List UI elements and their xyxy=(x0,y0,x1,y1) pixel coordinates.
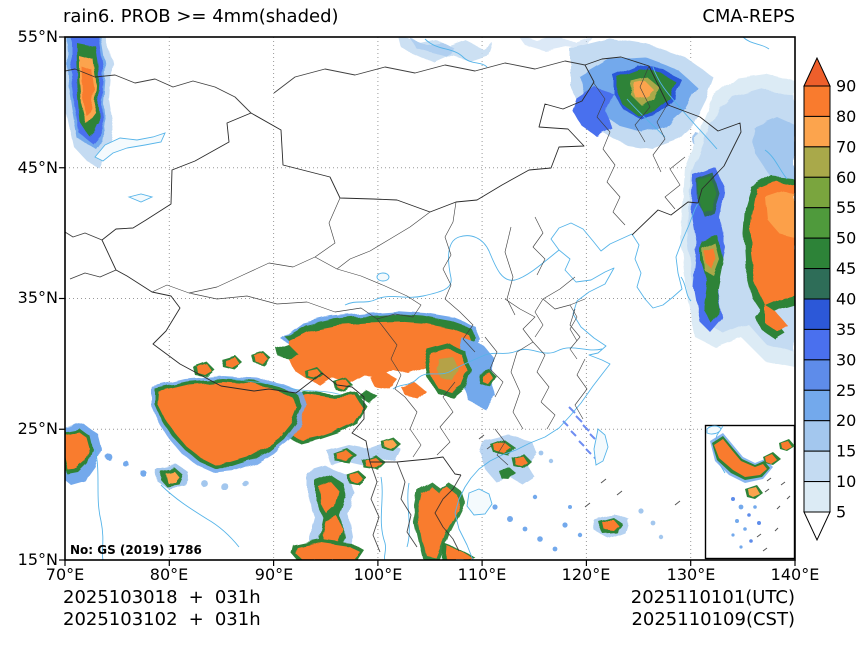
lon-tick-label: 80°E xyxy=(149,565,189,584)
colorbar-under-arrow xyxy=(803,511,831,542)
colorbar-tick-label: 90 xyxy=(836,77,856,96)
model-name: CMA-REPS xyxy=(702,6,795,27)
init-time-utc: 2025103018 + 031h xyxy=(63,587,261,608)
south-china-sea-inset xyxy=(704,424,796,560)
colorbar-tick-label: 80 xyxy=(836,107,856,126)
license-watermark: No: GS (2019) 1786 xyxy=(70,543,202,557)
province-borders xyxy=(151,65,686,466)
graticule-gridlines xyxy=(65,37,795,560)
shading-sea-speckles xyxy=(492,406,664,552)
colorbar-segment xyxy=(803,268,831,300)
colorbar-tick-label: 30 xyxy=(836,350,856,369)
lon-tick-label: 140°E xyxy=(770,565,820,584)
colorbar-tick-label: 70 xyxy=(836,137,856,156)
colorbar-tick-label: 40 xyxy=(836,290,856,309)
colorbar-segment xyxy=(803,85,831,117)
colorbar-tick-label: 45 xyxy=(836,259,856,278)
colorbar-segment xyxy=(803,115,831,148)
colorbar-tick-label: 25 xyxy=(836,381,856,400)
shading-himalaya-cells xyxy=(193,345,353,391)
lon-tick-label: 130°E xyxy=(666,565,716,584)
shading-fareast-band xyxy=(681,73,795,367)
colorbar-tick-label: 35 xyxy=(836,320,856,339)
colorbar-segment xyxy=(803,207,831,239)
lat-tick-label: 35°N xyxy=(17,288,58,307)
shading-leftedge-blob xyxy=(65,423,189,489)
lat-tick-label: 55°N xyxy=(17,27,58,46)
colorbar-tick-label: 10 xyxy=(836,472,856,491)
lon-tick-label: 70°E xyxy=(45,565,85,584)
lat-tick-label: 25°N xyxy=(17,419,58,438)
shading-india-mass xyxy=(151,376,307,491)
colorbar-over-arrow xyxy=(803,56,831,87)
colorbar-tick-label: 5 xyxy=(836,503,846,522)
lon-tick-label: 110°E xyxy=(457,565,507,584)
colorbar-segment xyxy=(803,389,831,422)
china-map: No: GS (2019) 1786 xyxy=(59,36,796,566)
valid-time-cst: 2025110109(CST) xyxy=(631,609,795,630)
lat-tick-label: 15°N xyxy=(17,550,58,569)
national-borders xyxy=(64,56,742,553)
colorbar-segment xyxy=(803,450,831,483)
shading-southern-cells xyxy=(291,435,629,560)
colorbar-tick-label: 15 xyxy=(836,442,856,461)
colorbar-segment xyxy=(803,328,831,361)
lon-tick-label: 100°E xyxy=(353,565,403,584)
colorbar-tick-label: 55 xyxy=(836,198,856,217)
colorbar-segment xyxy=(803,481,831,513)
lon-tick-label: 90°E xyxy=(254,565,294,584)
valid-time-utc: 2025110101(UTC) xyxy=(630,587,795,608)
colorbar: 90 80 70 60 55 50 45 40 35 30 25 20 15 10 5 xyxy=(803,56,856,542)
colorbar-segment xyxy=(803,359,831,391)
colorbar-tick-label: 20 xyxy=(836,411,856,430)
colorbar-segment xyxy=(803,146,831,178)
colorbar-segment xyxy=(803,237,831,270)
shading-top-streaks xyxy=(398,37,593,63)
lon-tick-label: 120°E xyxy=(561,565,611,584)
axis-ticks xyxy=(59,36,796,566)
colorbar-segment xyxy=(803,298,831,330)
colorbar-segment xyxy=(803,176,831,209)
lat-tick-label: 45°N xyxy=(17,158,58,177)
colorbar-segment xyxy=(803,420,831,452)
colorbar-tick-label: 50 xyxy=(836,229,856,248)
figure-title: rain6. PROB >= 4mm(shaded) xyxy=(63,6,339,27)
init-time-cst: 2025103102 + 031h xyxy=(63,609,261,630)
colorbar-tick-label: 60 xyxy=(836,168,856,187)
probability-shading xyxy=(65,37,795,560)
map-plot-area: No: GS (2019) 1786 xyxy=(59,36,796,566)
